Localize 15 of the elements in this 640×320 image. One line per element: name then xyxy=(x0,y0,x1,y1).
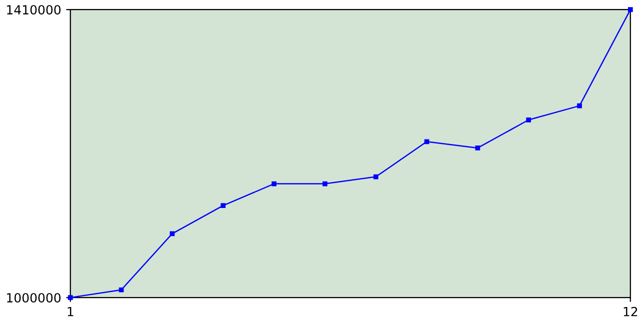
point xyxy=(220,203,226,208)
point xyxy=(628,7,633,12)
point xyxy=(577,103,582,108)
x-tick-label: 1 xyxy=(68,307,74,316)
point xyxy=(475,146,480,150)
point xyxy=(170,231,175,236)
point xyxy=(322,181,328,186)
point xyxy=(526,117,532,122)
point xyxy=(373,174,378,180)
point xyxy=(118,287,124,292)
point xyxy=(272,181,276,186)
x-tick-label: 12 xyxy=(624,306,638,316)
point xyxy=(424,139,430,144)
y-tick-label: 1410000 xyxy=(7,5,61,15)
y-tick-label: 1000000 xyxy=(7,293,61,303)
